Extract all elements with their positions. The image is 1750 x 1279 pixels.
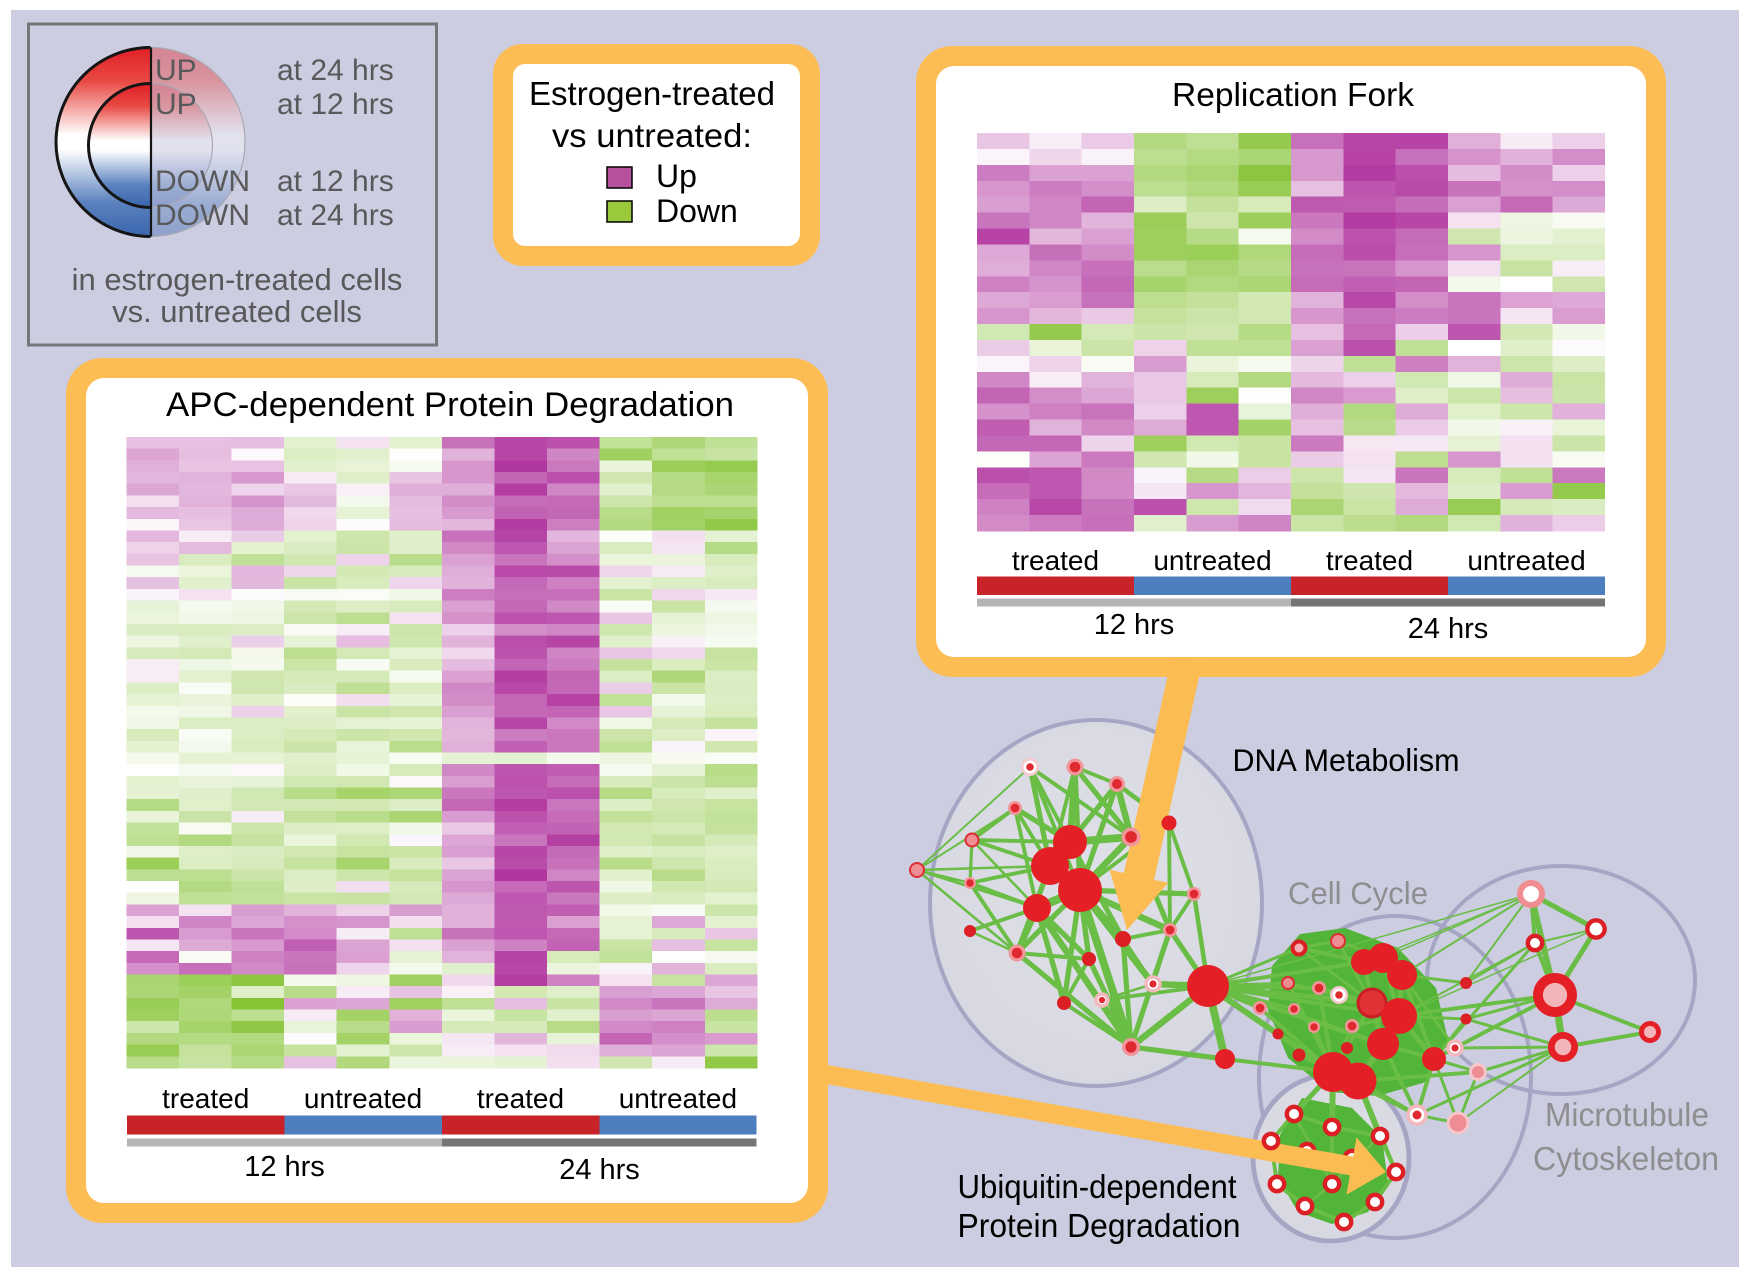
svg-text:treated: treated [1326,545,1413,576]
svg-text:Protein Degradation: Protein Degradation [958,1207,1241,1244]
svg-text:Estrogen-treated: Estrogen-treated [529,75,775,112]
svg-text:at 24 hrs: at 24 hrs [277,199,394,232]
svg-text:DOWN: DOWN [155,165,250,198]
svg-text:untreated: untreated [1467,545,1585,576]
svg-text:treated: treated [162,1083,249,1114]
svg-text:at 12 hrs: at 12 hrs [277,165,394,198]
svg-text:12 hrs: 12 hrs [1094,609,1175,641]
svg-text:DOWN: DOWN [155,199,250,232]
svg-text:Replication Fork: Replication Fork [1172,76,1414,113]
svg-text:APC-dependent Protein Degradat: APC-dependent Protein Degradation [166,386,734,424]
svg-text:untreated: untreated [304,1083,422,1114]
svg-text:at 24 hrs: at 24 hrs [277,54,394,87]
svg-text:UP: UP [155,88,197,121]
svg-text:Down: Down [656,193,738,229]
svg-text:untreated: untreated [1153,545,1271,576]
svg-text:Cytoskeleton: Cytoskeleton [1533,1140,1719,1177]
svg-text:Ubiquitin-dependent: Ubiquitin-dependent [958,1168,1237,1205]
svg-text:UP: UP [155,54,197,87]
svg-text:Cell Cycle: Cell Cycle [1288,875,1428,911]
svg-text:12 hrs: 12 hrs [244,1151,325,1183]
svg-text:treated: treated [1012,545,1099,576]
svg-text:24 hrs: 24 hrs [559,1154,640,1186]
svg-text:Microtubule: Microtubule [1545,1096,1709,1133]
svg-text:untreated: untreated [619,1083,737,1114]
svg-text:24 hrs: 24 hrs [1408,613,1489,645]
svg-text:Up: Up [656,158,697,194]
svg-text:vs untreated:: vs untreated: [552,117,752,154]
svg-text:treated: treated [477,1083,564,1114]
svg-text:in estrogen-treated cells: in estrogen-treated cells [72,262,403,297]
svg-text:vs. untreated cells: vs. untreated cells [112,294,362,329]
svg-text:DNA Metabolism: DNA Metabolism [1233,742,1460,778]
svg-text:at 12 hrs: at 12 hrs [277,88,394,121]
